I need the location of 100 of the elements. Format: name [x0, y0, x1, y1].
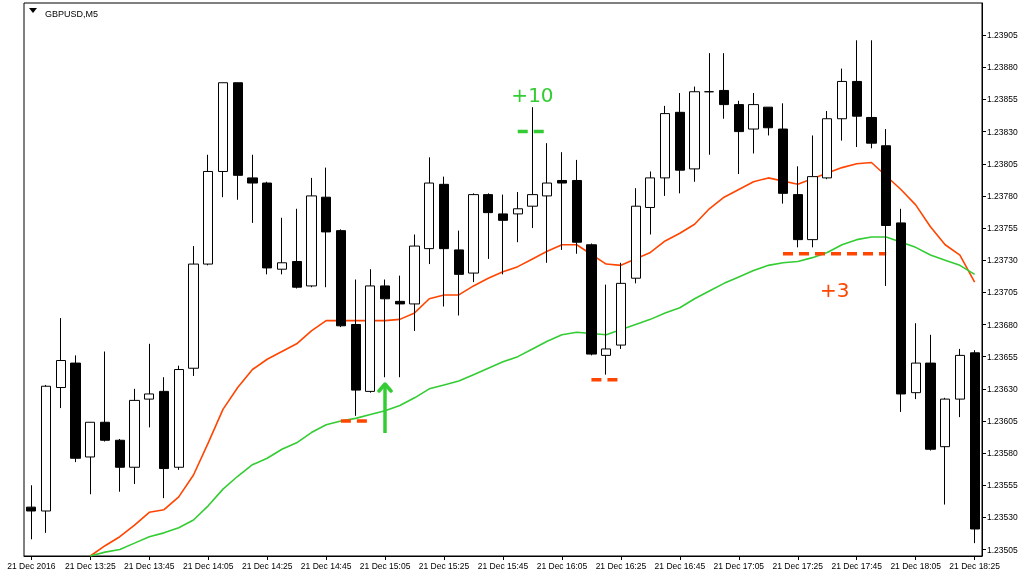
y-tick-label: 1.23855: [987, 94, 1018, 105]
y-tick-label: 1.23780: [987, 190, 1018, 201]
y-tick-label: 1.23755: [987, 223, 1018, 234]
candlestick: [306, 177, 317, 288]
candlestick: [41, 384, 51, 534]
x-tick-label: 21 Dec 15:45: [477, 560, 529, 571]
x-tick-label: 21 Dec 16:25: [595, 560, 647, 571]
candlestick: [837, 68, 847, 142]
x-tick-label: 21 Dec 16:45: [654, 560, 706, 571]
candlestick: [793, 165, 803, 248]
annotation: +3: [819, 277, 850, 302]
candlestick: [468, 192, 479, 283]
candlestick: [409, 233, 420, 332]
text: GBPUSD,M5: [45, 8, 99, 19]
candlestick: [513, 191, 523, 243]
candlestick: [233, 82, 243, 201]
candlestick: [144, 343, 154, 428]
candlestick: [911, 322, 921, 400]
y-tick-label: 1.23655: [987, 351, 1018, 362]
candlestick: [129, 388, 140, 485]
y-tick-label: 1.23680: [987, 319, 1018, 330]
candlestick: [424, 156, 434, 265]
candlestick: [896, 208, 906, 413]
candlestick: [763, 106, 773, 136]
candlestick: [557, 151, 567, 251]
y-tick-label: 1.23705: [987, 287, 1018, 298]
candlestick: [881, 128, 891, 287]
candlestick: [159, 376, 169, 499]
candlestick: [601, 284, 611, 376]
x-tick-label: 21 Dec 17:25: [772, 560, 824, 571]
candlestick: [454, 230, 464, 317]
annotation: +10: [511, 82, 554, 107]
y-tick-label: 1.23530: [987, 512, 1018, 523]
candlestick: [380, 279, 390, 378]
candlestick: [365, 268, 375, 394]
candlestick: [719, 52, 729, 120]
candlestick: [866, 39, 877, 149]
x-tick-label: 21 Dec 14:45: [300, 560, 352, 571]
candlestick: [277, 217, 287, 275]
candlestick: [586, 242, 597, 356]
candlestick: [483, 192, 493, 260]
candlestick: [218, 82, 228, 198]
x-tick-label: 21 Dec 16:05: [536, 560, 588, 571]
candlestick: [262, 181, 272, 275]
candlestick: [188, 245, 199, 377]
candlestick: [807, 134, 818, 248]
candlestick: [439, 176, 449, 308]
x-tick-label: 21 Dec 18:25: [949, 560, 1001, 571]
x-tick-label: 21 Dec 14:05: [182, 560, 234, 571]
candlestick: [660, 105, 670, 197]
candlestick: [85, 421, 95, 495]
candlestick: [955, 348, 965, 418]
candlestick: [321, 167, 331, 288]
x-tick-label: 21 Dec 18:05: [890, 560, 942, 571]
y-tick-label: 1.23630: [987, 383, 1018, 394]
candlestick: [70, 354, 81, 463]
x-tick-label: 21 Dec 15:25: [418, 560, 470, 571]
candlestick: [704, 52, 714, 156]
candlestick: [778, 102, 788, 205]
candlestick: [734, 100, 744, 175]
x-tick-label: 21 Dec 13:25: [65, 560, 116, 571]
y-tick-label: 1.23555: [987, 480, 1018, 491]
candlestick: [498, 194, 508, 275]
candlestick: [645, 170, 655, 235]
candlestick: [56, 317, 66, 409]
candlestick: [542, 142, 552, 264]
y-tick-label: 1.23880: [987, 62, 1018, 73]
candlestick: [115, 438, 125, 493]
line-series: [89, 161, 976, 557]
candlestick: [631, 187, 641, 284]
candlestick: [26, 484, 36, 540]
candlestick: [247, 154, 258, 224]
candlestick: [616, 262, 626, 350]
y-tick-label: 1.23830: [987, 126, 1018, 137]
x-tick-label: 21 Dec 15:05: [359, 560, 411, 571]
candlestick: [527, 106, 538, 229]
candlestick: [174, 365, 184, 471]
candlestick: [852, 39, 862, 148]
y-tick-label: 1.23505: [987, 544, 1018, 555]
candlestick: [100, 351, 110, 443]
candlestick: [292, 208, 302, 289]
y-tick-label: 1.23580: [987, 448, 1018, 459]
candlestick: [336, 228, 346, 328]
candlestick: [395, 275, 405, 378]
candlestick: [748, 92, 759, 154]
y-tick-label: 1.23605: [987, 415, 1018, 426]
candlestick: [940, 397, 950, 506]
candlestick: [572, 159, 582, 255]
x-tick-label: 21 Dec 17:45: [831, 560, 883, 571]
candlestick: [822, 110, 832, 180]
line-series: [89, 236, 976, 557]
y-tick-label: 1.23805: [987, 158, 1018, 169]
x-tick-label: 21 Dec 2016: [7, 560, 56, 571]
y-tick-label: 1.23905: [987, 30, 1018, 41]
candlestick: [351, 279, 361, 417]
x-tick-label: 21 Dec 17:05: [713, 560, 765, 571]
x-tick-label: 21 Dec 13:45: [123, 560, 175, 571]
x-tick-label: 21 Dec 14:25: [241, 560, 293, 571]
candlestick: [689, 86, 700, 183]
candlestick: [675, 92, 685, 194]
